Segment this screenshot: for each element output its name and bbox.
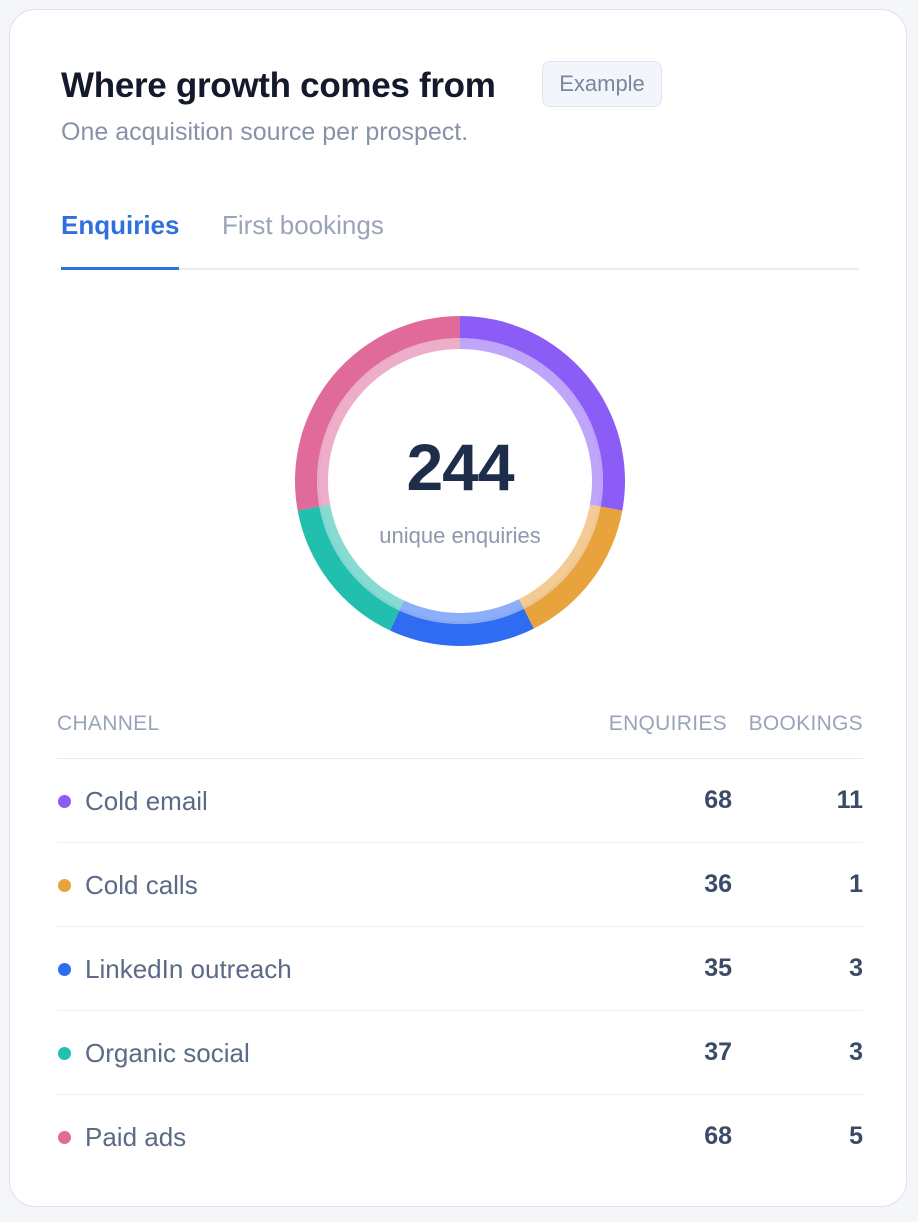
bookings-count: 3	[849, 954, 863, 982]
growth-card: Where growth comes from Example One acqu…	[9, 9, 907, 1207]
enquiries-count: 68	[704, 786, 732, 814]
donut-slice-cold-email[interactable]	[460, 316, 625, 511]
tab-first-bookings[interactable]: First bookings	[222, 210, 384, 240]
table-row: Organic social 37 3	[57, 1011, 863, 1095]
channel-name: Cold email	[85, 786, 208, 816]
tab-bar: Enquiries First bookings	[61, 210, 859, 270]
card-title: Where growth comes from	[61, 66, 496, 105]
donut-slice-inner-organic-social	[319, 504, 405, 611]
donut-slice-linkedin-outreach[interactable]	[390, 608, 534, 646]
header-enquiries: ENQUIRIES	[608, 712, 727, 735]
donut-segments	[295, 316, 625, 646]
channel-color-dot	[58, 963, 71, 976]
donut-chart: 244 unique enquiries	[280, 301, 640, 661]
enquiries-count: 35	[704, 954, 732, 982]
channel-name: Paid ads	[85, 1122, 187, 1152]
donut-slice-inner-cold-calls	[519, 504, 601, 609]
header-bookings: BOOKINGS	[748, 712, 863, 735]
bookings-count: 3	[849, 1038, 863, 1066]
header-channel: CHANNEL	[57, 712, 160, 735]
channel-name: LinkedIn outreach	[85, 954, 292, 984]
donut-inner-disc	[320, 341, 600, 621]
table-row: Cold email 68 11	[57, 759, 863, 843]
enquiries-count: 37	[704, 1038, 732, 1066]
donut-svg	[295, 316, 625, 646]
table-row: LinkedIn outreach 35 3	[57, 927, 863, 1011]
channel-table: CHANNEL ENQUIRIES BOOKINGS Cold email 68…	[57, 700, 863, 1178]
table-row: Cold calls 36 1	[57, 843, 863, 927]
tab-enquiries[interactable]: Enquiries	[61, 210, 180, 270]
channel-color-dot	[58, 1131, 71, 1144]
table-header: CHANNEL ENQUIRIES BOOKINGS	[57, 700, 863, 759]
channel-name: Organic social	[85, 1038, 250, 1068]
donut-slice-paid-ads[interactable]	[295, 316, 460, 511]
channel-color-dot	[58, 1047, 71, 1060]
card-subtitle: One acquisition source per prospect.	[61, 118, 469, 146]
donut-slice-organic-social[interactable]	[297, 506, 400, 631]
table-row: Paid ads 68 5	[57, 1095, 863, 1178]
channel-color-dot	[58, 795, 71, 808]
bookings-count: 11	[836, 786, 863, 814]
channel-color-dot	[58, 879, 71, 892]
channel-name: Cold calls	[85, 870, 198, 900]
enquiries-count: 68	[704, 1122, 732, 1150]
donut-slice-cold-calls[interactable]	[523, 506, 623, 629]
bookings-count: 5	[849, 1122, 863, 1150]
bookings-count: 1	[849, 870, 863, 898]
donut-slice-inner-linkedin-outreach	[399, 599, 524, 624]
example-badge: Example	[542, 61, 662, 107]
enquiries-count: 36	[704, 870, 732, 898]
